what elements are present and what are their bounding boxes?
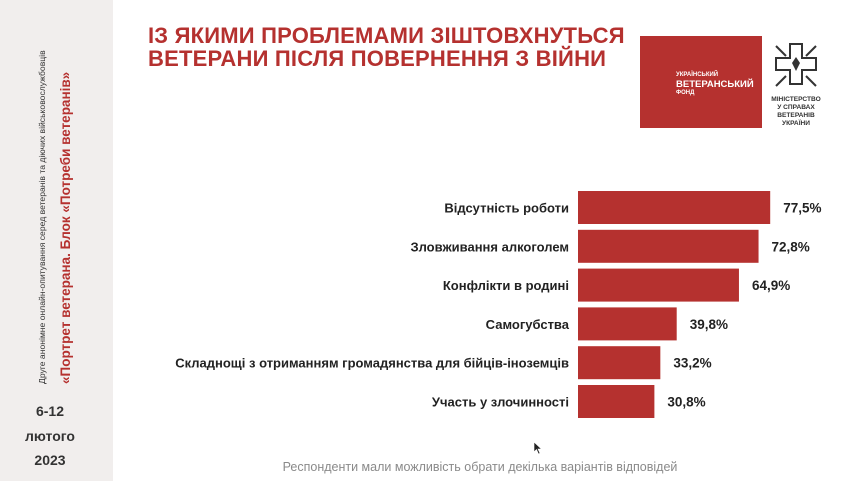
category-label-4: Складнощі з отриманням громадянства для … xyxy=(175,356,569,371)
ministry-logo-text: МІНІСТЕРСТВО У СПРАВАХ ВЕТЕРАНІВ УКРАЇНИ xyxy=(760,96,832,128)
value-label-3: 39,8% xyxy=(690,317,728,332)
bar-0 xyxy=(578,191,771,224)
title-line-1: ІЗ ЯКИМИ ПРОБЛЕМАМИ ЗІШТОВХНУТЬСЯ xyxy=(148,23,625,48)
value-label-5: 30,8% xyxy=(667,395,705,410)
bar-1 xyxy=(578,229,759,263)
ministry-line-1: МІНІСТЕРСТВО xyxy=(771,96,821,103)
fund-logo-line-3: ФОНД xyxy=(676,89,695,96)
category-label-3: Самогубства xyxy=(486,317,570,332)
fund-logo-text: УКРАЇНСЬКИЙ ВЕТЕРАНСЬКИЙ ФОНД xyxy=(676,72,754,97)
footnote: Респонденти мали можливість обрати декіл… xyxy=(282,460,678,474)
fund-logo-line-1: УКРАЇНСЬКИЙ xyxy=(676,72,719,78)
category-label-0: Відсутність роботи xyxy=(444,201,569,216)
category-label-5: Участь у злочинності xyxy=(432,395,569,410)
fund-logo xyxy=(640,36,762,128)
sidebar xyxy=(0,0,113,481)
page-title: ІЗ ЯКИМИ ПРОБЛЕМАМИ ЗІШТОВХНУТЬСЯ ВЕТЕРА… xyxy=(148,24,625,70)
value-label-2: 64,9% xyxy=(752,278,790,293)
date-month: лютого xyxy=(25,428,75,444)
bar-4 xyxy=(578,346,661,380)
mouse-cursor-icon xyxy=(533,441,543,455)
ministry-line-4: УКРАЇНИ xyxy=(781,120,811,127)
category-label-1: Зловживання алкоголем xyxy=(410,239,569,254)
bar-5 xyxy=(578,385,655,418)
date-year: 2023 xyxy=(34,452,66,468)
ministry-line-2: У СПРАВАХ xyxy=(777,104,815,111)
bar-3 xyxy=(578,307,677,341)
fund-logo-line-2: ВЕТЕРАНСЬКИЙ xyxy=(676,78,754,90)
ministry-line-3: ВЕТЕРАНІВ xyxy=(777,112,815,119)
title-line-2: ВЕТЕРАНИ ПІСЛЯ ПОВЕРНЕННЯ З ВІЙНИ xyxy=(148,46,607,71)
value-label-1: 72,8% xyxy=(772,239,810,254)
ministry-emblem-icon xyxy=(775,43,817,87)
value-label-4: 33,2% xyxy=(673,356,711,371)
category-label-2: Конфлікти в родині xyxy=(443,278,569,293)
bar-2 xyxy=(578,268,739,302)
date-days: 6-12 xyxy=(35,403,65,419)
value-label-0: 77,5% xyxy=(783,201,821,216)
